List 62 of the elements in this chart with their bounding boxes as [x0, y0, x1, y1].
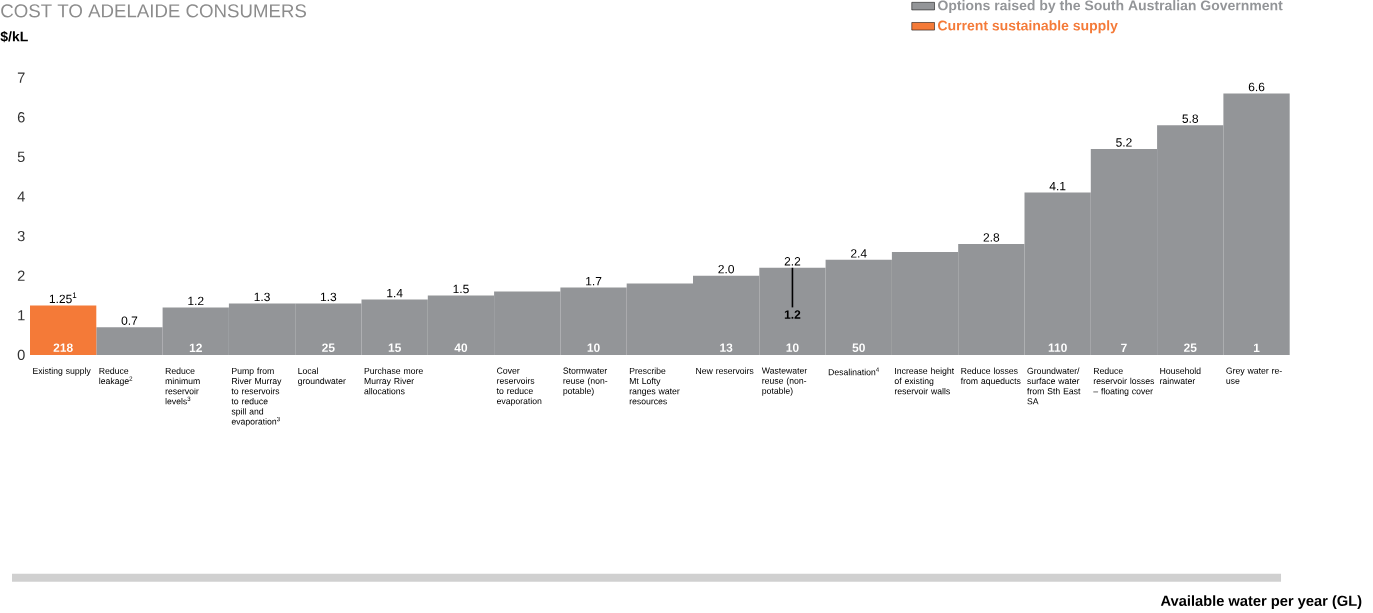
- y-tick-label: 5: [17, 151, 25, 162]
- y-axis-title: $/kL: [0, 30, 28, 43]
- text: Available water per year (GL): [1160, 595, 1362, 609]
- y-tick-label: 6: [17, 112, 25, 123]
- data-label: 1.25$^{1}$: [49, 292, 77, 304]
- data-label: 2.2: [784, 257, 801, 266]
- data-label: 1.5: [453, 284, 469, 294]
- x-tick-label: Increase height of existing reservoir walls: [894, 367, 955, 395]
- x-tick-label: Desalination$^{4}$: [828, 367, 879, 376]
- annotation: 1.2: [784, 310, 801, 319]
- x-tick-label: Pump from River Murray to reservoirs to reduce spill and evaporation$^{3}$: [231, 367, 282, 427]
- legend-label: Current sustainable supply: [938, 20, 1118, 34]
- data-label: 5.8: [1182, 114, 1199, 123]
- annotation: 110: [1048, 343, 1067, 352]
- annotation: 13: [720, 343, 733, 352]
- x-tick-label: Prescribe Mt Lofty ranges water resources: [629, 367, 680, 405]
- data-label: 1.7: [586, 276, 602, 286]
- x-tick-label: New reservoirs: [696, 367, 754, 374]
- x-tick-label: Reduce reservoir losses – floating cover: [1093, 367, 1155, 396]
- data-label: 2.8: [983, 233, 1000, 242]
- annotation: 10: [786, 343, 799, 352]
- annotation: 25: [322, 343, 335, 352]
- data-label: 6.6: [1248, 82, 1265, 92]
- data-label: 1.3: [320, 292, 337, 302]
- data-label: 2.4: [851, 249, 867, 258]
- x-tick-label: Reduce leakage$^{2}$: [99, 367, 133, 386]
- x-tick-label: Wastewater reuse (non-potable): [761, 367, 808, 396]
- x-tick-label: Grey water re-use: [1226, 367, 1282, 384]
- x-tick-label: Stormwater reuse (non-potable): [563, 367, 608, 396]
- annotation: 10: [587, 343, 600, 352]
- annotation: 15: [388, 343, 401, 352]
- annotation: 12: [189, 343, 202, 352]
- annotation: 7: [1121, 343, 1127, 352]
- annotation: 40: [454, 343, 468, 352]
- chart-title: COST TO ADELAIDE CONSUMERS: [1, 4, 307, 18]
- data-label: 1.3: [254, 292, 270, 302]
- y-tick-label: 3: [17, 230, 25, 242]
- data-label: 0.7: [121, 316, 138, 325]
- x-tick-label: Existing supply: [33, 367, 91, 376]
- y-tick-label: 1: [18, 310, 25, 321]
- x-tick-label: Household rainwater: [1160, 367, 1201, 385]
- annotation: 1: [1253, 343, 1260, 352]
- annotation: 50: [852, 343, 865, 352]
- annotation: 218: [53, 343, 73, 352]
- y-tick-label: 0: [17, 349, 25, 361]
- y-tick-label: 7: [17, 72, 25, 83]
- x-tick-label: Reduce minimum reservoir levels$^{3}$: [165, 367, 200, 405]
- annotation: 25: [1183, 343, 1197, 352]
- x-tick-label: Reduce losses from aqueducts: [960, 367, 1021, 386]
- x-tick-label: Local groundwater: [298, 367, 346, 386]
- data-label: 2.0: [718, 264, 735, 274]
- data-label: 4.1: [1049, 181, 1066, 191]
- x-tick-label: Cover reservoirs to reduce evaporation: [496, 367, 542, 406]
- x-tick-label: Purchase more Murray River allocations: [364, 367, 423, 395]
- y-tick-label: 4: [17, 191, 25, 202]
- y-tick-label: 2: [17, 270, 25, 281]
- bar: [30, 305, 97, 355]
- data-label: 5.2: [1116, 138, 1132, 147]
- data-label: 1.2: [188, 296, 204, 306]
- legend-label: Options raised by the South Australian Government: [938, 0, 1283, 14]
- x-tick-label: Groundwater/ surface water from Sth East SA: [1027, 367, 1081, 405]
- data-label: 1.4: [387, 288, 403, 298]
